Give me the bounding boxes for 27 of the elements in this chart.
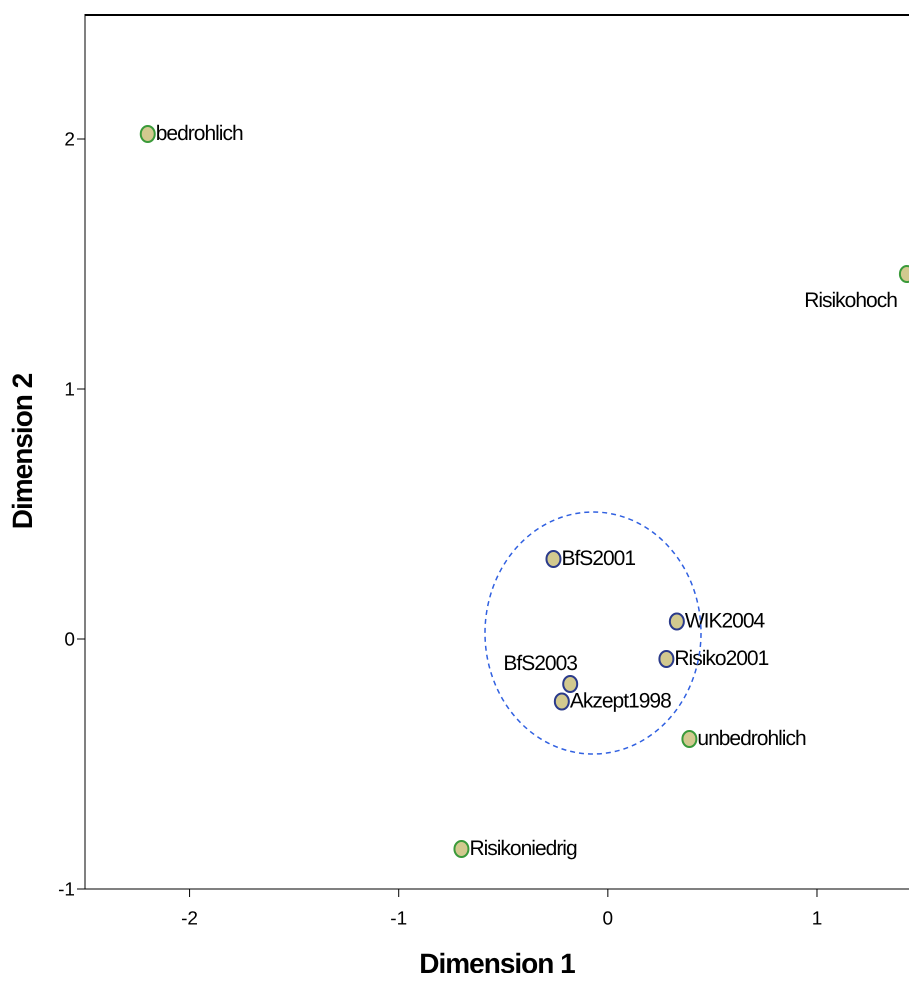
annotation: WIK2004 bbox=[684, 610, 766, 632]
y-tick-label: 1 bbox=[64, 380, 75, 401]
annotation: bedrohlich bbox=[156, 122, 243, 145]
y-tick-label: 2 bbox=[64, 130, 75, 151]
point bbox=[562, 675, 578, 693]
point bbox=[658, 650, 674, 668]
point bbox=[554, 692, 570, 710]
y-axis-title: Dimension 2 bbox=[6, 373, 38, 530]
annotation: unbedrohlich bbox=[697, 727, 806, 750]
x-tick-label: 1 bbox=[812, 908, 822, 930]
x-tick-label: -2 bbox=[181, 908, 198, 930]
point bbox=[681, 730, 698, 748]
annotation: BfS2001 bbox=[561, 547, 636, 570]
y-tick-label: -1 bbox=[58, 880, 75, 901]
annotation: Risiko2001 bbox=[674, 647, 769, 670]
point bbox=[453, 840, 470, 858]
x-tick-label: -1 bbox=[390, 908, 408, 930]
point bbox=[668, 612, 685, 630]
x-tick-label: 0 bbox=[602, 908, 614, 930]
annotation: BfS2003 bbox=[503, 652, 578, 675]
point bbox=[545, 550, 562, 568]
annotation: Risikohoch bbox=[804, 289, 898, 312]
annotation: Akzept1998 bbox=[570, 690, 672, 712]
y-tick-label: 0 bbox=[64, 630, 75, 651]
point bbox=[140, 125, 156, 143]
x-axis-title: Dimension 1 bbox=[419, 948, 576, 979]
annotation: Risikoniedrig bbox=[469, 837, 577, 860]
